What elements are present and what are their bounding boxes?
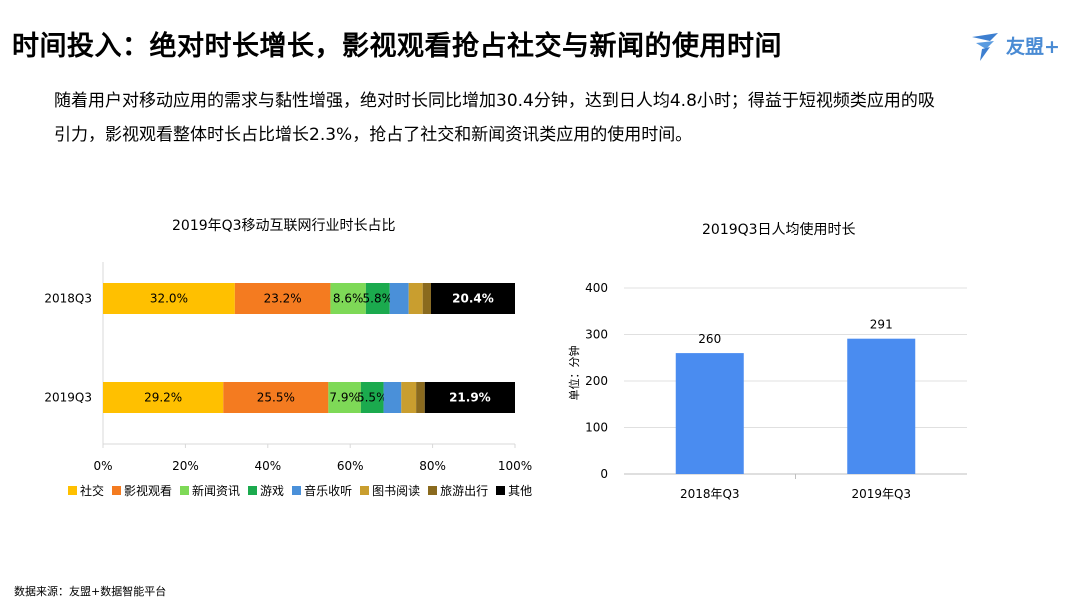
legend-item-news: 新闻资讯: [180, 482, 240, 499]
bar-segment-game: [360, 382, 384, 413]
legend-swatch: [292, 486, 302, 495]
legend-item-reading: 图书阅读: [360, 482, 420, 499]
description-line-1: 随着用户对移动应用的需求与黏性增强，绝对时长同比增加30.4分钟，达到日人均4.…: [54, 91, 935, 111]
data-label: 29.2%: [144, 391, 182, 405]
bar-segment-social: [103, 283, 235, 314]
data-label: 260: [698, 332, 721, 346]
bar-segment-travel: [416, 382, 425, 413]
column-bar: [675, 353, 744, 474]
data-label: 25.5%: [257, 391, 295, 405]
x-tick-label: 2018年Q3: [680, 487, 740, 501]
share-chart-title: 2019年Q3移动互联网行业时长占比: [172, 218, 396, 234]
legend-swatch: [248, 486, 258, 495]
legend-label: 社交: [80, 484, 105, 498]
description-line-2: 引力，影视观看整体时长占比增长2.3%，抢占了社交和新闻资讯类应用的使用时间。: [54, 125, 693, 145]
bar-segment-travel: [422, 283, 431, 314]
legend-item-social: 社交: [68, 482, 104, 499]
bar-segment-reading: [401, 382, 417, 413]
legend-label: 图书阅读: [372, 484, 421, 498]
y-axis-title: 单位：分钟: [567, 346, 581, 401]
legend-label: 影视观看: [124, 484, 173, 498]
legend-item-travel: 旅游出行: [428, 482, 488, 499]
data-label: 23.2%: [264, 292, 302, 306]
umeng-logo: 友盟+: [968, 29, 1068, 65]
bar-segment-social: [103, 382, 224, 413]
x-tick-label: 0%: [93, 459, 112, 473]
y-tick-label: 400: [585, 281, 608, 295]
description: 随着用户对移动应用的需求与黏性增强，绝对时长同比增加30.4分钟，达到日人均4.…: [54, 84, 1054, 152]
y-tick-label: 100: [585, 421, 608, 435]
bar-segment-news: [328, 382, 361, 413]
umeng-bird-icon: [972, 33, 998, 61]
y-tick-label: 300: [585, 328, 608, 342]
legend-item-music: 音乐收听: [292, 482, 352, 499]
data-label: 20.4%: [452, 292, 494, 306]
data-label: 8.6%: [333, 292, 364, 306]
data-label: 7.9%: [329, 391, 360, 405]
legend-swatch: [360, 486, 370, 495]
bar-segment-reading: [408, 283, 423, 314]
legend-label: 其他: [508, 484, 533, 498]
column-bar: [847, 338, 916, 474]
bar-segment-video: [223, 382, 329, 413]
x-tick-label: 2019年Q3: [851, 487, 911, 501]
bar-segment-music: [383, 382, 402, 413]
legend-swatch: [112, 486, 122, 495]
legend-swatch: [180, 486, 190, 495]
bar-segment-other: [424, 382, 515, 413]
legend-swatch: [496, 486, 506, 495]
duration-chart-title: 2019Q3日人均使用时长: [702, 222, 856, 238]
legend-item-game: 游戏: [248, 482, 284, 499]
duration-chart: 0 100 200 300 400 单位：分钟 260 2018年Q3 291 2019年Q3: [567, 281, 967, 501]
legend-swatch: [68, 486, 77, 495]
bar-segment-video: [234, 283, 331, 314]
x-tick-label: 100%: [498, 459, 532, 473]
legend-label: 新闻资讯: [192, 484, 241, 498]
page-title: 时间投入：绝对时长增长，影视观看抢占社交与新闻的使用时间: [12, 31, 782, 62]
legend-label: 游戏: [260, 484, 285, 498]
data-label: 291: [870, 318, 893, 332]
share-chart-legend: 社交 影视观看 新闻资讯 游戏 音乐收听 图书阅读 旅游出行 其他: [68, 482, 540, 499]
logo-text: 友盟+: [1006, 36, 1060, 58]
bar-segment-game: [365, 283, 390, 314]
bar-segment-news: [330, 283, 366, 314]
legend-label: 音乐收听: [304, 484, 353, 498]
data-source: 数据来源：友盟+数据智能平台: [14, 585, 167, 598]
share-chart: 0% 20% 40% 60% 80% 100%2018Q3 32.0% 23.2% 8.6% 5.…: [44, 262, 532, 473]
legend-label: 旅游出行: [440, 484, 489, 498]
y-tick-label: 200: [585, 374, 608, 388]
legend-swatch: [428, 486, 438, 495]
data-label: 5.5%: [357, 391, 388, 405]
x-tick-label: 60%: [337, 459, 364, 473]
y-tick-label: 0: [600, 467, 608, 481]
bar-segment-other: [430, 283, 515, 314]
data-label: 5.8%: [363, 292, 394, 306]
data-label: 21.9%: [449, 391, 491, 405]
category-label: 2018Q3: [44, 292, 92, 306]
category-label: 2019Q3: [44, 391, 92, 405]
data-label: 32.0%: [150, 292, 188, 306]
x-tick-label: 40%: [254, 459, 281, 473]
x-tick-label: 20%: [172, 459, 199, 473]
legend-item-other: 其他: [496, 482, 532, 499]
bar-segment-music: [389, 283, 409, 314]
x-tick-label: 80%: [419, 459, 446, 473]
legend-item-video: 影视观看: [112, 482, 172, 499]
